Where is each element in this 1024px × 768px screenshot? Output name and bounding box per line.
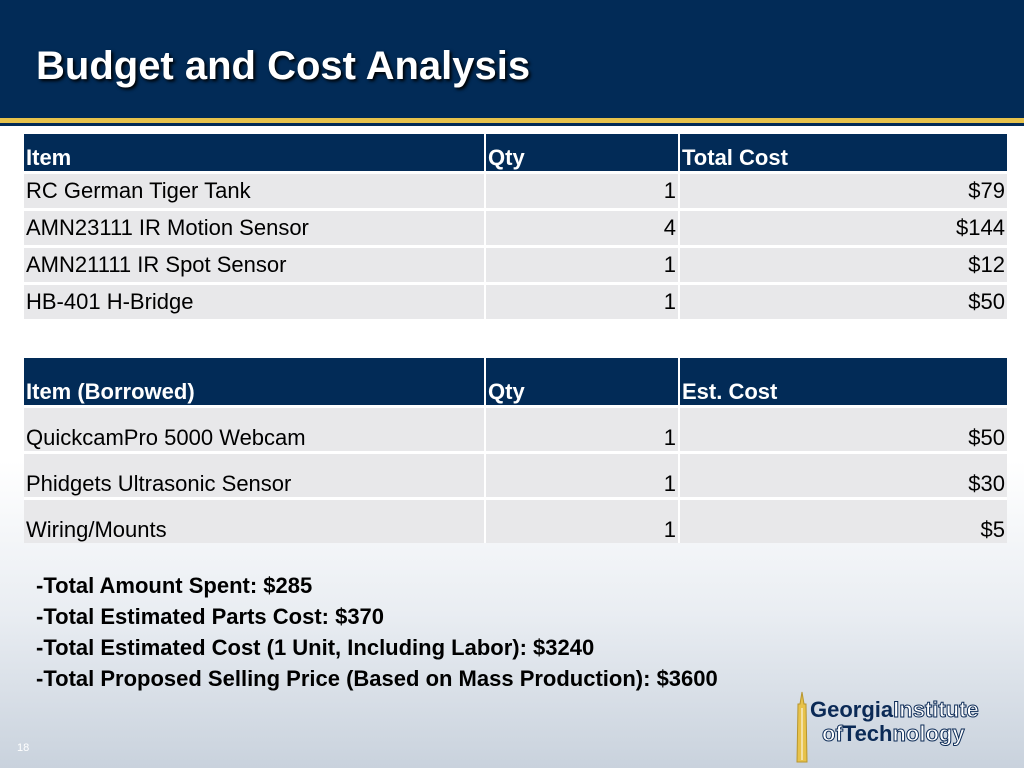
summary-line-parts-cost: -Total Estimated Parts Cost: $370 — [36, 604, 385, 629]
qty-cell: 1 — [484, 405, 679, 453]
cost-cell: $50 — [678, 405, 1007, 453]
table-row: Wiring/Mounts 1 $5 — [24, 497, 1007, 543]
logo-wordmark: GeorgiaInstitute ofTechnology — [810, 697, 979, 746]
qty-cell: 1 — [484, 245, 679, 284]
tower-icon — [796, 691, 808, 763]
item-cell: RC German Tiger Tank — [24, 171, 485, 210]
logo-line-2: ofTechnology — [822, 721, 966, 746]
summary-line-estimated-cost: -Total Estimated Cost (1 Unit, Including… — [36, 635, 595, 660]
georgia-tech-logo: GeorgiaInstitute ofTechnology — [792, 690, 1020, 764]
slide-title: Budget and Cost Analysis — [36, 44, 531, 88]
table-row: AMN23111 IR Motion Sensor 4 $144 — [24, 208, 1007, 247]
column-header-qty: Qty — [484, 358, 679, 407]
header-gold-rule — [0, 118, 1024, 123]
summary-line-selling-price: -Total Proposed Selling Price (Based on … — [36, 666, 718, 691]
column-header-qty: Qty — [484, 134, 679, 173]
column-header-item: Item — [24, 134, 485, 173]
table-row: AMN21111 IR Spot Sensor 1 $12 — [24, 245, 1007, 284]
column-header-est-cost: Est. Cost — [678, 358, 1007, 407]
table-header-row: Item (Borrowed) Qty Est. Cost — [24, 358, 1007, 407]
cost-summary: -Total Amount Spent: $285 -Total Estimat… — [36, 570, 718, 694]
qty-cell: 4 — [484, 208, 679, 247]
item-cell: HB-401 H-Bridge — [24, 282, 485, 319]
qty-cell: 1 — [484, 282, 679, 319]
purchased-items-table: Item Qty Total Cost RC German Tiger Tank… — [24, 134, 1007, 319]
column-header-item-borrowed: Item (Borrowed) — [24, 358, 485, 407]
table-header-row: Item Qty Total Cost — [24, 134, 1007, 173]
summary-line-total-spent: -Total Amount Spent: $285 — [36, 573, 313, 598]
table-row: Phidgets Ultrasonic Sensor 1 $30 — [24, 451, 1007, 499]
table-row: HB-401 H-Bridge 1 $50 — [24, 282, 1007, 319]
cost-cell: $5 — [678, 497, 1007, 543]
cost-cell: $30 — [678, 451, 1007, 499]
qty-cell: 1 — [484, 451, 679, 499]
header-navy-rule — [0, 123, 1024, 126]
item-cell: AMN23111 IR Motion Sensor — [24, 208, 485, 247]
cost-cell: $50 — [678, 282, 1007, 319]
cost-cell: $144 — [678, 208, 1007, 247]
borrowed-items-table: Item (Borrowed) Qty Est. Cost QuickcamPr… — [24, 358, 1007, 543]
column-header-total-cost: Total Cost — [678, 134, 1007, 173]
table-row: RC German Tiger Tank 1 $79 — [24, 171, 1007, 210]
qty-cell: 1 — [484, 497, 679, 543]
item-cell: Phidgets Ultrasonic Sensor — [24, 451, 485, 499]
logo-line-1: GeorgiaInstitute — [810, 697, 979, 722]
item-cell: Wiring/Mounts — [24, 497, 485, 543]
item-cell: QuickcamPro 5000 Webcam — [24, 405, 485, 453]
cost-cell: $12 — [678, 245, 1007, 284]
page-number: 18 — [17, 742, 30, 754]
qty-cell: 1 — [484, 171, 679, 210]
slide-header: Budget and Cost Analysis — [0, 0, 1024, 118]
table-row: QuickcamPro 5000 Webcam 1 $50 — [24, 405, 1007, 453]
cost-cell: $79 — [678, 171, 1007, 210]
item-cell: AMN21111 IR Spot Sensor — [24, 245, 485, 284]
